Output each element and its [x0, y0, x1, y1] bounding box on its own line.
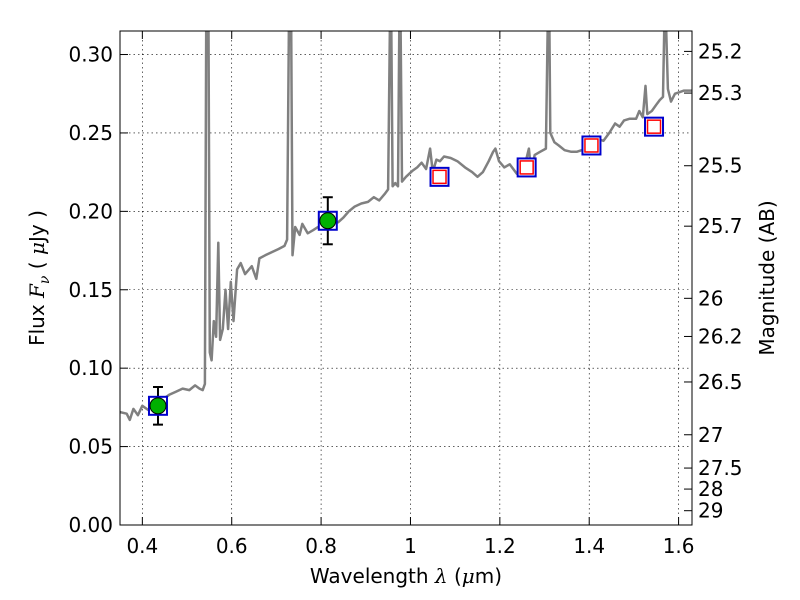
- y2-tick-label: 25.2: [698, 39, 743, 63]
- y2-tick-label: 27: [698, 423, 723, 447]
- observed-detection-point: [319, 212, 337, 230]
- x-tick-label: 1.6: [663, 534, 695, 558]
- y2-tick-label: 27.5: [698, 456, 743, 480]
- x-tick-label: 1: [404, 534, 417, 558]
- observed-detection-point: [149, 397, 167, 415]
- photometry-markers: [147, 116, 665, 426]
- y2-tick-label: 25.5: [698, 154, 743, 178]
- y2-tick-label: 26: [698, 286, 723, 310]
- y-tick-label: 0.20: [68, 199, 113, 223]
- y-tick-label: 0.15: [68, 278, 113, 302]
- x-tick-label: 1.4: [573, 534, 605, 558]
- axis-ticks: 0.4 0.6 0.8 1 1.2 1.4 1.6 0.00 0.05 0.10 0.15 0.20 0…: [68, 31, 743, 558]
- x-tick-label: 0.4: [126, 534, 158, 558]
- observed-other-point: [646, 119, 662, 134]
- plot-frame: [119, 30, 693, 526]
- y-tick-label: 0.30: [68, 43, 113, 67]
- y2-tick-label: 28: [698, 477, 723, 501]
- y2-tick-label: 25.3: [698, 81, 743, 105]
- x-tick-label: 0.8: [305, 534, 337, 558]
- x-tick-label: 0.6: [216, 534, 248, 558]
- observed-other-point: [584, 138, 599, 153]
- y2-tick-label: 26.5: [698, 370, 743, 394]
- y2-axis-label: Magnitude (AB): [755, 200, 779, 355]
- observed-other-point: [519, 160, 534, 175]
- y-tick-label: 0.05: [68, 435, 113, 459]
- y-tick-label: 0.10: [68, 356, 113, 380]
- x-tick-label: 1.2: [484, 534, 516, 558]
- y2-tick-label: 26.2: [698, 324, 743, 348]
- y-axis-label: Flux Fν ( μJy ): [25, 210, 53, 346]
- y2-tick-label: 29: [698, 499, 723, 523]
- y-tick-label: 0.25: [68, 121, 113, 145]
- y2-tick-label: 25.7: [698, 214, 743, 238]
- y-tick-label: 0.00: [68, 513, 113, 537]
- observed-other-point: [432, 169, 447, 185]
- model-spectrum-line: [120, 31, 692, 422]
- plot-area: [120, 31, 692, 426]
- x-axis-label: Wavelength λ (μm): [310, 564, 502, 588]
